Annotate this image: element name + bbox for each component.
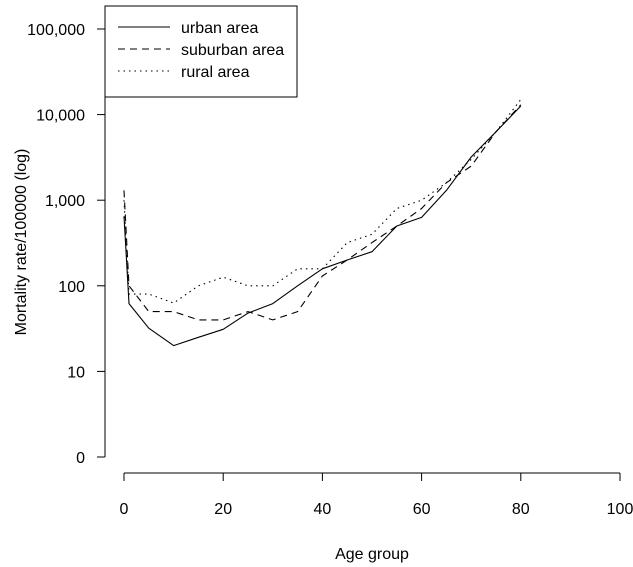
y-tick-label: 100 — [58, 279, 85, 296]
x-tick-label: 60 — [413, 501, 431, 518]
y-tick-label: 10 — [67, 364, 85, 381]
legend-label: suburban area — [181, 42, 284, 59]
y-axis: 0 10 100 1,000 10,000 100,000 — [27, 22, 106, 467]
y-tick-label: 10,000 — [36, 108, 85, 125]
legend-label: urban area — [181, 20, 258, 37]
x-tick-label: 40 — [314, 501, 332, 518]
y-tick-label: 0 — [76, 450, 85, 467]
series-line-urban-area — [123, 105, 522, 347]
legend-box — [104, 5, 298, 98]
legend-label: rural area — [181, 64, 250, 81]
x-tick-label: 80 — [512, 501, 530, 518]
legend: urban area suburban area rural area — [104, 5, 298, 98]
plot-area — [123, 99, 522, 347]
x-axis-title: Age group — [335, 546, 409, 563]
x-tick-label: 0 — [120, 501, 129, 518]
y-tick-label: 100,000 — [27, 22, 85, 39]
y-tick-label: 1,000 — [45, 193, 85, 210]
x-tick-label: 20 — [214, 501, 232, 518]
x-axis: 0 20 40 60 80 100 — [120, 472, 633, 518]
y-axis-title: Mortality rate/100000 (log) — [13, 149, 30, 336]
series-line-suburban-area — [123, 104, 522, 321]
series-line-rural-area — [123, 99, 522, 304]
x-tick-label: 100 — [607, 501, 633, 518]
